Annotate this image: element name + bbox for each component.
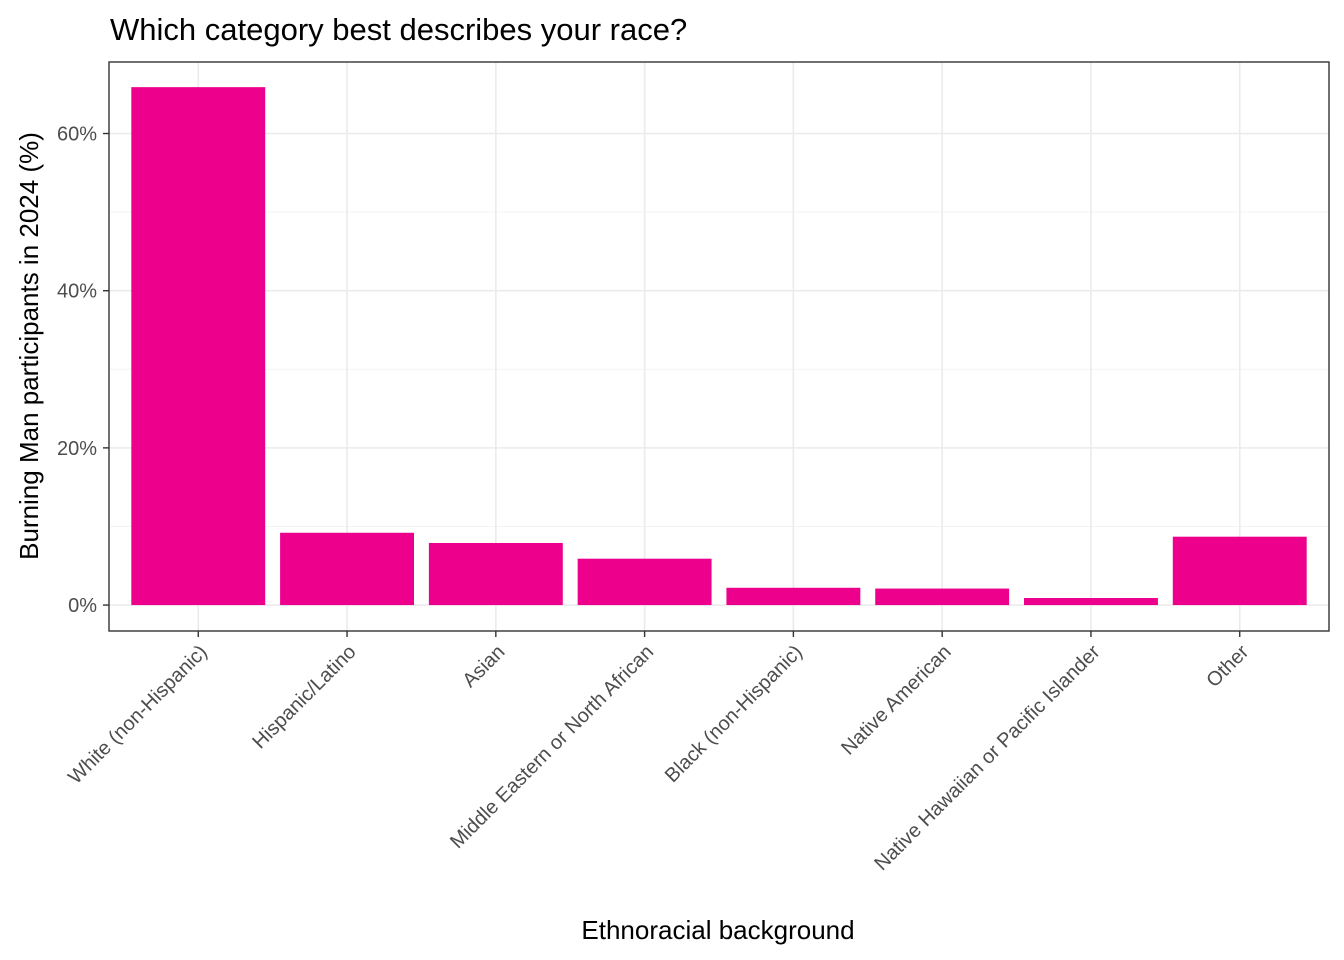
y-axis: 0% 20% 40% 60% bbox=[57, 124, 109, 617]
bar bbox=[131, 87, 266, 606]
bar bbox=[577, 558, 712, 606]
y-tick-label: 0% bbox=[68, 595, 97, 617]
bars bbox=[131, 87, 1307, 606]
y-tick-label: 60% bbox=[57, 124, 97, 146]
y-tick-label: 20% bbox=[57, 438, 97, 460]
x-axis-title: Ethnoracial background bbox=[581, 915, 854, 945]
bar bbox=[428, 542, 563, 606]
panel-border bbox=[108, 61, 1330, 632]
plot-panel bbox=[108, 61, 1330, 632]
chart-title: Which category best describes your race? bbox=[110, 12, 687, 47]
bar bbox=[1024, 597, 1158, 606]
bar bbox=[280, 532, 414, 606]
bar bbox=[1172, 536, 1307, 606]
y-tick-label: 40% bbox=[57, 281, 97, 303]
bar bbox=[875, 588, 1010, 606]
bar bbox=[726, 587, 861, 606]
y-axis-title: Burning Man participants in 2024 (%) bbox=[14, 132, 44, 560]
